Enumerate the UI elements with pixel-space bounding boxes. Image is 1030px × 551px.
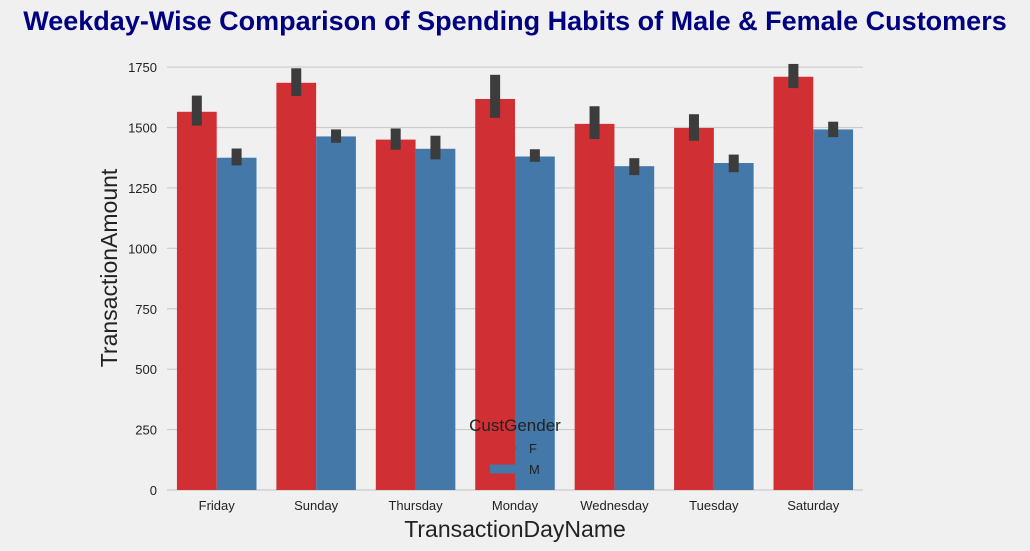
y-tick-label: 1750 (128, 60, 157, 75)
y-tick-label: 0 (150, 483, 157, 498)
bar-M-wednesday (614, 166, 655, 490)
x-tick-label: Sunday (294, 498, 339, 513)
y-tick-label: 1000 (128, 241, 157, 256)
error-bar-M-wednesday (629, 158, 640, 176)
legend-swatch-M (490, 464, 515, 474)
legend-swatch-F (508, 444, 516, 452)
error-bar-M-sunday (331, 129, 342, 143)
bar-M-thursday (415, 148, 456, 490)
y-tick-label: 750 (135, 302, 157, 317)
error-bar-F-friday (191, 95, 202, 126)
x-tick-labels: Friday Sunday Thursday Monday Wednesday Tuesd… (199, 498, 840, 513)
legend-title: CustGender (469, 416, 561, 435)
y-tick-label: 1250 (128, 181, 157, 196)
y-axis-label: TransactionAmount (96, 168, 122, 367)
legend-label-F: F (529, 441, 537, 456)
y-tick-label: 250 (135, 423, 157, 438)
bar-F-monday (475, 98, 515, 490)
bar-F-thursday (375, 139, 416, 491)
bar-M-saturday (813, 129, 854, 490)
error-bar-F-tuesday (688, 114, 699, 141)
x-tick-label: Monday (492, 498, 539, 513)
y-tick-label: 500 (135, 362, 157, 377)
y-tick-labels: 0 250 500 750 1000 1250 1500 1750 (128, 60, 157, 498)
error-bar-M-thursday (430, 135, 441, 160)
bars (176, 76, 854, 491)
x-tick-label: Tuesday (689, 498, 739, 513)
error-bar-F-sunday (291, 68, 302, 97)
legend: CustGender FM (469, 416, 561, 477)
error-bar-F-thursday (390, 128, 401, 150)
chart-title: Weekday-Wise Comparison of Spending Habi… (23, 6, 1006, 36)
y-tick-label: 1500 (128, 121, 157, 136)
x-tick-label: Thursday (388, 498, 443, 513)
bar-F-friday (176, 111, 217, 491)
x-tick-label: Wednesday (580, 498, 649, 513)
bar-M-tuesday (713, 163, 754, 490)
error-bar-M-saturday (828, 121, 839, 138)
bar-F-tuesday (674, 127, 714, 490)
error-bar-M-friday (231, 148, 242, 166)
bar-F-saturday (773, 76, 814, 490)
bar-M-monday (515, 156, 555, 490)
bar-M-friday (216, 157, 257, 491)
x-tick-label: Saturday (787, 498, 840, 513)
error-bar-F-saturday (788, 63, 799, 89)
x-axis-label: TransactionDayName (404, 516, 626, 542)
error-bar-F-monday (490, 74, 501, 118)
bar-F-sunday (276, 82, 317, 491)
legend-label-M: M (529, 462, 540, 477)
error-bar-F-wednesday (589, 106, 600, 140)
bar-M-sunday (316, 136, 356, 491)
x-tick-label: Friday (199, 498, 236, 513)
error-bars (191, 63, 839, 176)
error-bar-M-tuesday (728, 154, 739, 173)
bar-F-wednesday (574, 123, 615, 490)
error-bar-M-monday (529, 149, 540, 162)
